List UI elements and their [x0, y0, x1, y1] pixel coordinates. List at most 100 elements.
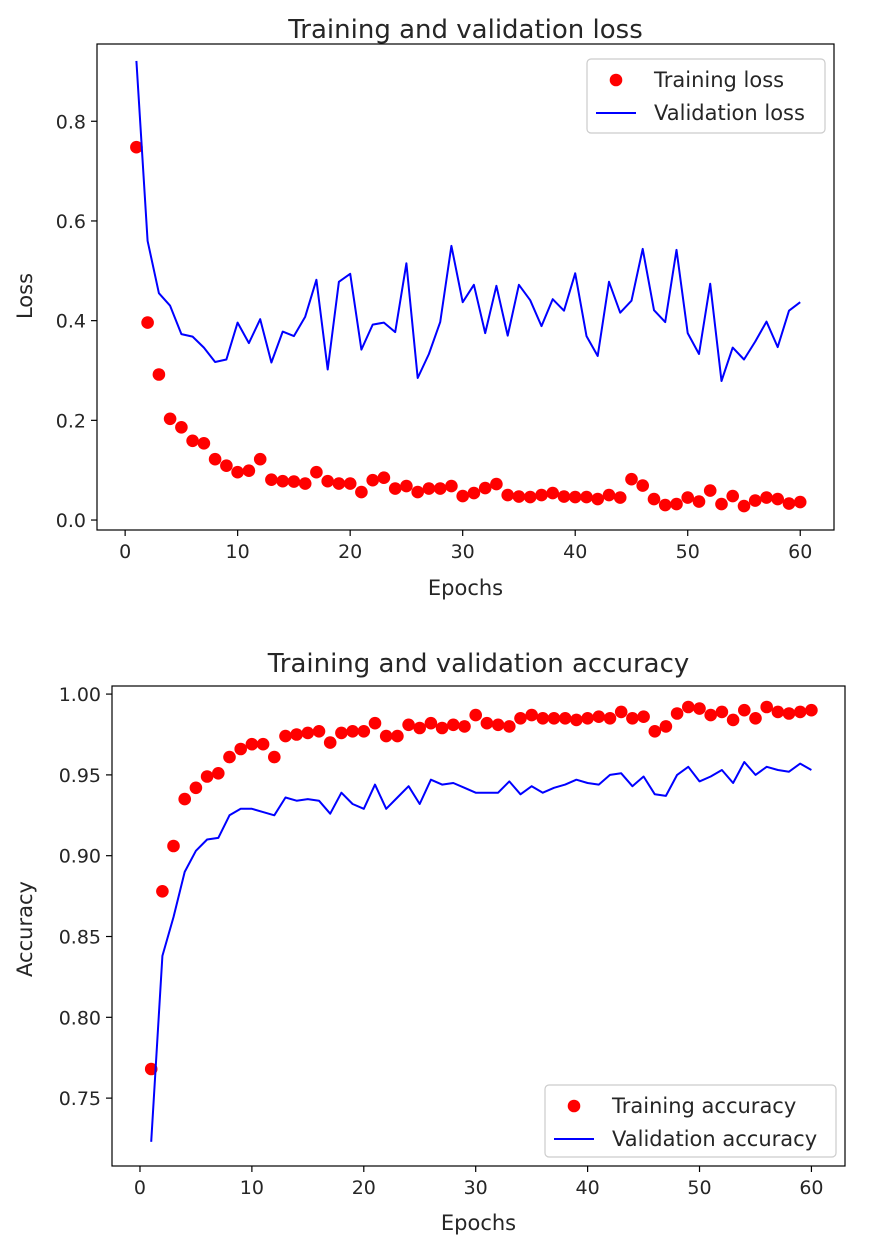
accuracy-chart-training-accuracy-point	[670, 707, 684, 720]
loss-chart-training-loss-point	[670, 497, 683, 511]
loss-chart-xtick-label: 50	[676, 541, 700, 563]
loss-chart-training-loss-point	[388, 482, 402, 495]
loss-chart-training-loss-point	[287, 475, 301, 488]
accuracy-chart-xtick-label: 20	[352, 1177, 376, 1199]
accuracy-chart-training-accuracy-point	[156, 885, 169, 898]
loss-chart-training-loss-point	[737, 499, 751, 513]
loss-chart-validation-loss-line	[135, 60, 801, 382]
accuracy-chart-legend-box	[544, 1084, 837, 1158]
accuracy-chart-training-accuracy-point	[581, 712, 594, 725]
loss-chart-training-loss-point	[580, 490, 593, 504]
accuracy-chart-axes-frame	[111, 685, 846, 1167]
accuracy-chart-training-accuracy-point	[469, 708, 483, 722]
accuracy-chart-xtick-label: 10	[240, 1177, 264, 1199]
accuracy-chart-training-accuracy-point	[256, 737, 270, 751]
loss-chart-training-loss-point	[568, 490, 582, 504]
loss-chart-training-loss-point	[310, 465, 323, 479]
loss-chart-training-loss-point	[298, 477, 312, 490]
accuracy-chart: Training and validation accuracy Epochs …	[13, 649, 846, 1235]
accuracy-chart-title: Training and validation accuracy	[267, 649, 690, 679]
accuracy-chart-legend-validation-accuracy-label: Validation accuracy	[612, 1127, 817, 1151]
loss-chart-training-loss-point	[647, 492, 661, 506]
accuracy-chart-training-accuracy-point	[144, 1062, 158, 1076]
accuracy-chart-training-accuracy-point	[447, 718, 460, 732]
loss-chart-training-loss-point	[658, 498, 672, 512]
loss-chart-training-loss-point	[197, 437, 211, 450]
accuracy-chart-training-accuracy-point	[480, 716, 494, 730]
loss-chart-training-loss-point	[422, 482, 436, 495]
accuracy-chart-training-accuracy-point	[682, 700, 695, 714]
loss-chart-training-loss-point	[748, 494, 762, 507]
accuracy-chart-xtick-label: 0	[134, 1177, 146, 1199]
loss-chart-training-loss-point	[501, 488, 514, 502]
accuracy-chart-training-accuracy-point	[458, 720, 471, 733]
accuracy-chart-ytick-label: 0.80	[59, 1007, 101, 1029]
accuracy-chart-training-accuracy-point	[570, 713, 583, 727]
accuracy-chart-ytick-label: 1.00	[59, 684, 101, 706]
accuracy-chart-training-accuracy-point	[189, 781, 203, 795]
loss-chart-training-loss-point	[163, 412, 177, 426]
loss-chart-training-loss-point	[602, 488, 616, 502]
accuracy-chart-training-accuracy-point	[793, 705, 807, 719]
accuracy-chart-training-accuracy-point	[771, 705, 785, 719]
loss-chart-training-loss-point	[782, 497, 796, 510]
accuracy-chart-legend-training-accuracy-label: Training accuracy	[611, 1094, 796, 1118]
accuracy-chart-training-accuracy-point	[592, 710, 606, 723]
loss-chart-training-loss-point	[433, 482, 447, 495]
loss-chart-xtick-label: 40	[563, 541, 587, 563]
loss-chart-legend-validation-loss-label: Validation loss	[654, 101, 805, 125]
accuracy-chart-training-accuracy-point	[659, 720, 673, 733]
loss-chart-legend: Training loss Validation loss	[586, 58, 826, 134]
accuracy-chart-legend: Training accuracy Validation accuracy	[544, 1084, 837, 1158]
loss-chart-ytick-label: 0.6	[56, 211, 86, 233]
accuracy-chart-training-accuracy-point	[323, 736, 337, 749]
loss-chart-training-loss-point	[141, 316, 154, 329]
accuracy-chart-xlabel: Epochs	[441, 1211, 516, 1235]
loss-chart-training-loss-point	[152, 368, 166, 381]
accuracy-chart-training-accuracy-point	[234, 742, 247, 756]
loss-chart-training-loss-point	[265, 473, 278, 487]
accuracy-chart-training-accuracy-point	[223, 750, 236, 764]
loss-chart-training-loss-point	[253, 452, 267, 466]
loss-chart-training-loss-point	[276, 474, 290, 488]
loss-chart-training-loss-point	[490, 477, 503, 491]
loss-chart-training-loss-point	[377, 471, 391, 485]
loss-chart-training-loss-point	[130, 140, 143, 154]
loss-chart-training-loss-point	[343, 477, 357, 490]
accuracy-chart-training-accuracy-point	[626, 712, 639, 725]
accuracy-chart-xtick-label: 50	[687, 1177, 711, 1199]
accuracy-chart-training-accuracy-point	[491, 718, 505, 732]
accuracy-chart-training-accuracy-point	[805, 703, 818, 717]
accuracy-chart-training-accuracy-point	[391, 729, 404, 743]
loss-chart-training-loss-point	[186, 434, 199, 448]
accuracy-chart-training-accuracy-point	[715, 705, 729, 719]
accuracy-chart-training-accuracy-point	[525, 708, 538, 722]
accuracy-chart-training-accuracy-point	[603, 712, 617, 725]
loss-chart-ylabel: Loss	[13, 273, 37, 319]
loss-chart-legend-training-loss-label: Training loss	[653, 68, 784, 92]
loss-chart-training-loss-point	[366, 473, 380, 487]
loss-chart-training-loss-point	[535, 488, 548, 502]
loss-chart-training-loss-point	[557, 490, 571, 503]
loss-chart: Training and validation loss Epochs Loss…	[13, 15, 835, 600]
accuracy-chart-training-accuracy-point	[558, 712, 572, 725]
accuracy-chart-training-accuracy-point	[760, 700, 773, 714]
loss-chart-training-loss-point	[771, 492, 784, 506]
loss-chart-training-loss-point	[546, 486, 559, 500]
accuracy-chart-training-accuracy-point	[637, 710, 650, 723]
loss-chart-xtick-label: 30	[451, 541, 475, 563]
loss-chart-training-loss-point	[220, 459, 233, 473]
loss-chart-training-loss-point	[512, 490, 526, 503]
loss-chart-training-loss-point	[760, 491, 773, 504]
accuracy-chart-training-accuracy-point	[693, 702, 706, 715]
loss-chart-training-loss-point	[636, 479, 649, 492]
accuracy-chart-training-accuracy-point	[614, 705, 628, 719]
loss-chart-legend-training-loss-swatch	[609, 73, 623, 87]
accuracy-chart-training-accuracy-point	[648, 725, 662, 738]
loss-chart-training-loss-point	[445, 479, 458, 493]
accuracy-chart-training-accuracy-point	[245, 737, 259, 751]
accuracy-chart-training-accuracy-point	[503, 720, 516, 733]
loss-chart-training-loss-point	[208, 452, 222, 466]
loss-chart-training-loss-point	[703, 484, 717, 497]
accuracy-chart-training-accuracy-point	[435, 721, 449, 735]
